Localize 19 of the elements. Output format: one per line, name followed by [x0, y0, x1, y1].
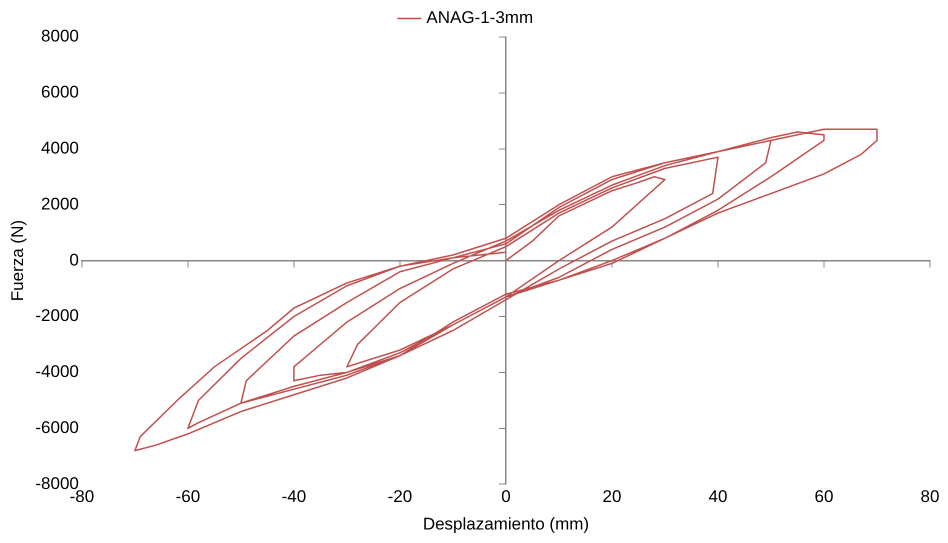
x-tick-label: -40: [282, 487, 306, 506]
legend-label: ANAG-1-3mm: [426, 8, 534, 28]
y-tick-label: -2000: [35, 306, 79, 326]
x-tick-label: 0: [501, 487, 511, 506]
y-tick-label: 4000: [41, 138, 79, 158]
y-tick-label: 8000: [41, 26, 79, 46]
x-axis-title: Desplazamiento (mm): [422, 514, 590, 534]
x-tick-label: 40: [708, 487, 728, 506]
y-tick-label: 6000: [41, 82, 79, 102]
x-tick-label: 60: [814, 487, 834, 506]
y-tick-label: -6000: [35, 418, 79, 437]
x-tick-label: 20: [602, 487, 622, 506]
x-tick-label: -60: [176, 487, 200, 506]
y-axis-title: Fuerza (N): [8, 220, 27, 302]
y-tick-label: 2000: [41, 194, 79, 214]
x-tick-label: 80: [920, 487, 940, 506]
y-tick-label: -4000: [35, 362, 79, 382]
x-tick-label: -20: [388, 487, 412, 506]
y-tick-label: 0: [69, 250, 79, 270]
